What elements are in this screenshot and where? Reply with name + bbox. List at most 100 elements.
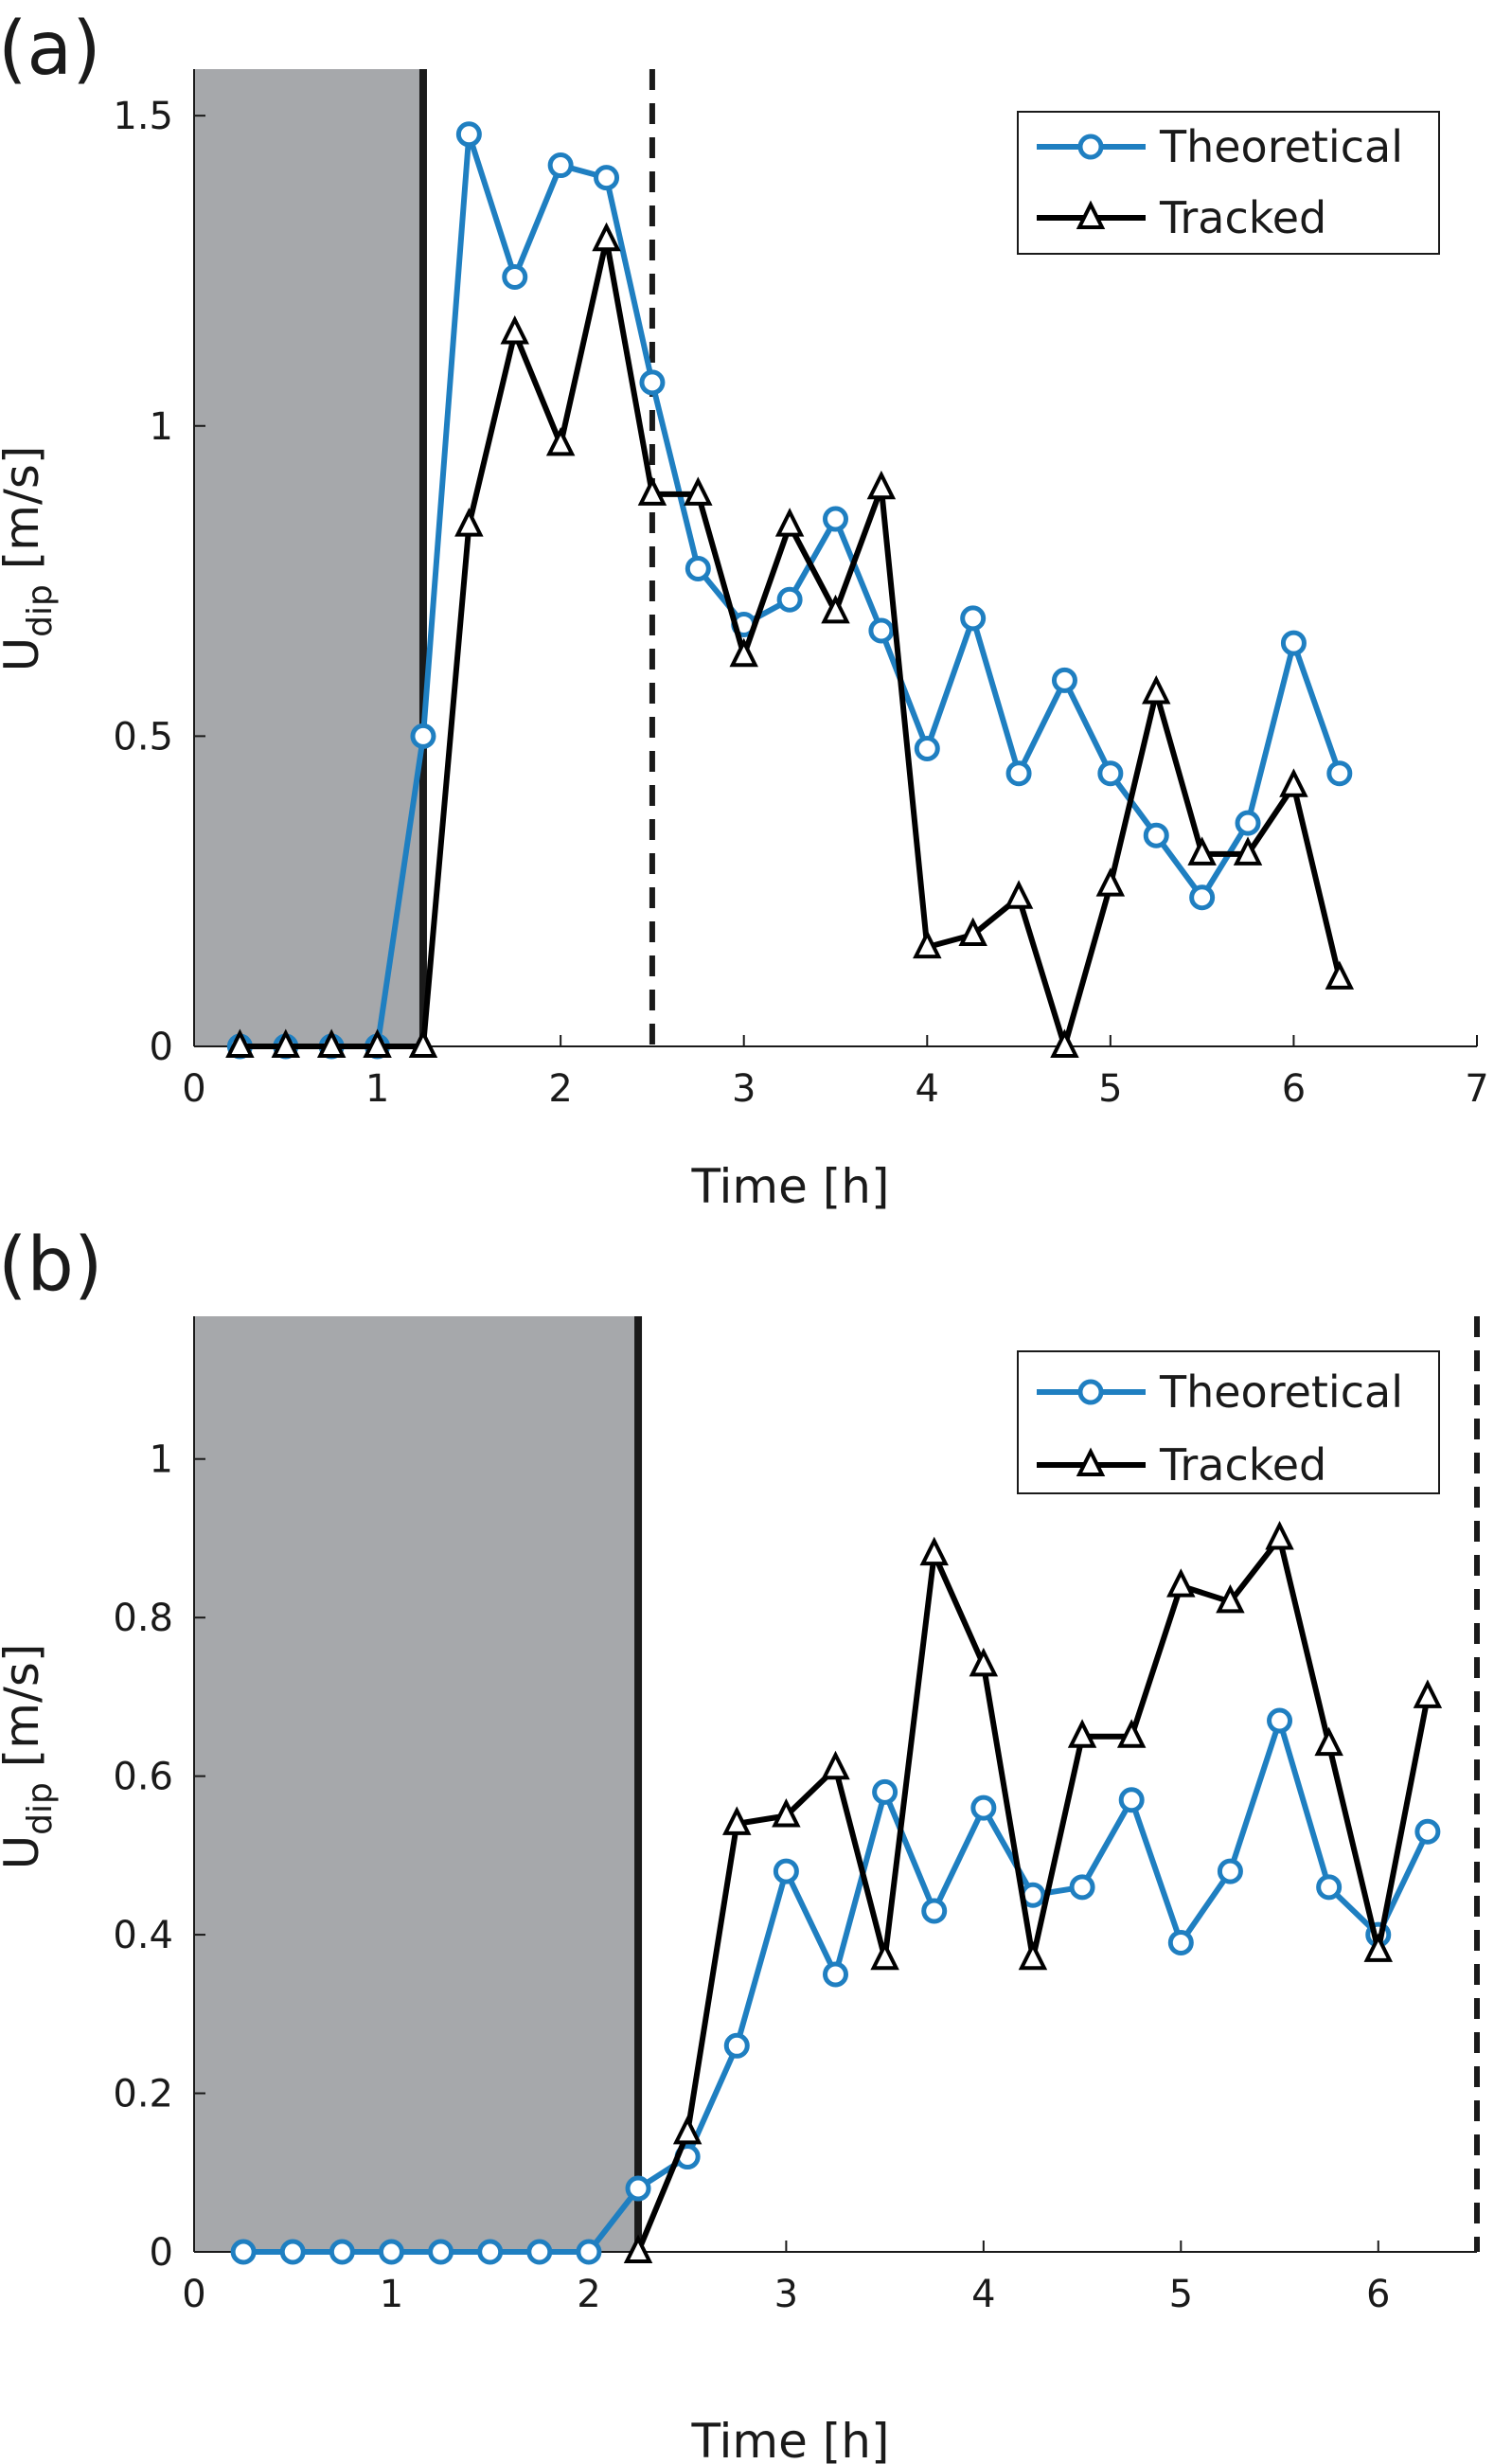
y-axis-symbol: U xyxy=(0,637,49,672)
theoretical-point xyxy=(378,2239,404,2265)
tracked-point xyxy=(1325,960,1355,990)
tracked-point xyxy=(1187,836,1217,866)
tracked-point xyxy=(729,637,758,668)
y-axis-unit: [m/s] xyxy=(0,1644,49,1783)
theoretical-point xyxy=(410,723,436,749)
axes: 0 1 2 3 4 5 6 0 0.2 0.4 0.6 0.8 1 xyxy=(113,1316,1477,2316)
theoretical-point xyxy=(455,121,482,148)
panel-b: (b) 0 1 2 3 4 5 6 0 0.2 0.4 0.6 0.8 1 Time [h] Udip … xyxy=(0,1223,1480,2464)
y-tick-label: 0.4 xyxy=(113,1914,173,1957)
theoretical-point xyxy=(1118,1787,1145,1813)
theoretical-point xyxy=(776,586,803,613)
theoretical-point xyxy=(1414,1818,1441,1845)
theoretical-point xyxy=(685,555,711,581)
x-tick-label: 3 xyxy=(774,2273,798,2316)
tracked-point xyxy=(1004,880,1034,909)
theoretical-point xyxy=(921,1898,948,1924)
theoretical-point xyxy=(329,2239,355,2265)
tracked-point xyxy=(271,1028,301,1058)
theoretical-point xyxy=(823,1961,848,1988)
legend-theoretical-marker xyxy=(1077,134,1104,160)
theoretical-point xyxy=(1217,1858,1243,1884)
legend: Theoretical Tracked xyxy=(1017,1350,1440,1494)
tracked-point xyxy=(637,476,667,506)
tracked-point xyxy=(454,508,484,537)
x-tick-label: 0 xyxy=(182,2273,205,2316)
tracked-point xyxy=(1018,1940,1048,1971)
x-tick-label: 6 xyxy=(1282,1067,1306,1111)
theoretical-point xyxy=(960,605,987,632)
x-tick-label: 1 xyxy=(380,2273,403,2316)
tracked-point xyxy=(1095,867,1126,897)
theoretical-point xyxy=(970,1794,997,1821)
tracked-point xyxy=(316,1028,347,1058)
y-axis-subscript: dip xyxy=(21,1782,60,1835)
theoretical-point xyxy=(823,506,848,532)
theoretical-point xyxy=(502,264,528,291)
theoretical-point xyxy=(576,2239,602,2265)
legend-theoretical-marker xyxy=(1077,1379,1104,1405)
y-tick-label: 1.5 xyxy=(113,95,173,138)
legend-tracked-marker xyxy=(1076,1447,1106,1476)
tracked-point xyxy=(1413,1679,1443,1708)
theoretical-point xyxy=(428,2239,454,2265)
tracked-point xyxy=(969,1647,999,1677)
tracked-point xyxy=(919,1536,949,1566)
tracked-point xyxy=(363,1028,392,1058)
tracked-point xyxy=(672,2115,703,2145)
y-tick-label: 0.6 xyxy=(113,1756,173,1799)
tracked-point xyxy=(866,470,897,500)
theoretical-point xyxy=(1069,1874,1095,1901)
legend-tracked-label: Tracked xyxy=(1159,192,1326,243)
x-tick-label: 0 xyxy=(182,1067,205,1111)
y-axis-subscript: dip xyxy=(21,584,60,637)
tracked-point xyxy=(1279,768,1308,797)
theoretical-point xyxy=(477,2239,504,2265)
y-axis-unit: [m/s] xyxy=(0,446,49,585)
x-axis-label: Time [h] xyxy=(691,2414,890,2464)
theoretical-point xyxy=(868,617,895,644)
shaded-region xyxy=(194,69,423,1046)
tracked-point xyxy=(1363,1933,1394,1962)
legend: Theoretical Tracked xyxy=(1017,111,1440,255)
y-axis-label: Udip [m/s] xyxy=(0,1644,60,1870)
tracked-point xyxy=(500,315,529,345)
tracked-point xyxy=(821,1750,850,1780)
tracked-point xyxy=(1265,1520,1294,1550)
theoretical-point xyxy=(1189,884,1216,911)
theoretical-point xyxy=(1267,1707,1293,1734)
theoretical-point xyxy=(1143,822,1169,848)
series-group xyxy=(230,1520,1443,2265)
x-tick-label: 2 xyxy=(548,1067,572,1111)
legend-tracked-marker xyxy=(1076,200,1106,229)
theoretical-point xyxy=(594,165,620,191)
x-axis-label: Time [h] xyxy=(691,1159,890,1214)
y-axis-symbol: U xyxy=(0,1835,49,1870)
theoretical-point xyxy=(639,369,666,396)
axes: 0 1 2 3 4 5 6 7 0 0.5 1 1.5 xyxy=(113,69,1489,1111)
theoretical-point xyxy=(1005,760,1032,787)
y-tick-label: 1 xyxy=(150,1438,173,1482)
tracked-point xyxy=(1233,836,1263,866)
theoretical-point xyxy=(625,2175,651,2202)
x-tick-label: 4 xyxy=(916,1067,939,1111)
y-tick-label: 0.8 xyxy=(113,1597,173,1640)
tracked-point xyxy=(913,929,942,959)
y-tick-label: 0.5 xyxy=(113,715,173,759)
tracked-point xyxy=(545,426,576,456)
tracked-point xyxy=(408,1028,438,1058)
theoretical-point xyxy=(1097,760,1124,787)
y-tick-label: 1 xyxy=(150,405,173,449)
y-tick-label: 0 xyxy=(150,1026,173,1069)
theoretical-point xyxy=(526,2239,553,2265)
x-tick-label: 7 xyxy=(1465,1067,1488,1111)
x-tick-label: 5 xyxy=(1098,1067,1122,1111)
legend-theoretical-label: Theoretical xyxy=(1159,1366,1403,1418)
tracked-point xyxy=(821,594,850,624)
theoretical-point xyxy=(1235,810,1261,836)
theoretical-point xyxy=(1326,760,1353,787)
y-axis-label: Udip [m/s] xyxy=(0,446,60,672)
tracked-point xyxy=(1116,1719,1147,1748)
x-tick-label: 6 xyxy=(1366,2273,1390,2316)
